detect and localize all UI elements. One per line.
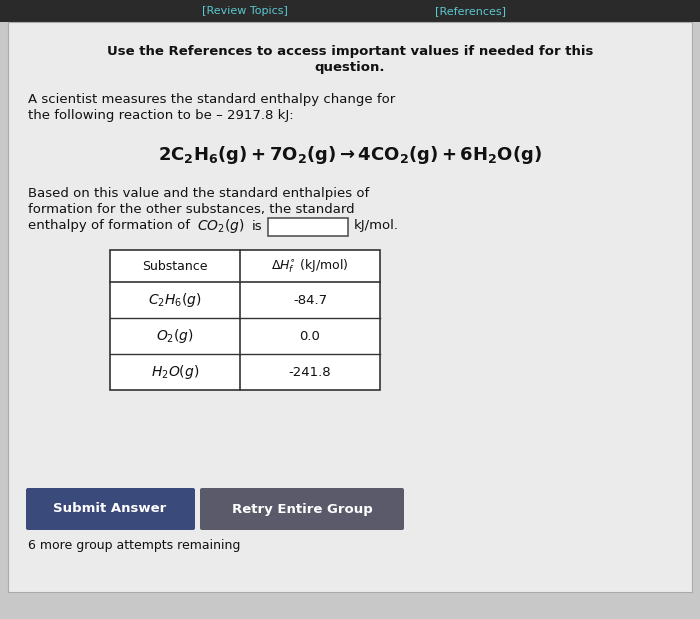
- Text: Based on this value and the standard enthalpies of: Based on this value and the standard ent…: [28, 186, 370, 199]
- Text: -84.7: -84.7: [293, 293, 327, 306]
- Text: $CO_2(g)$: $CO_2(g)$: [197, 217, 244, 235]
- Text: Use the References to access important values if needed for this: Use the References to access important v…: [107, 46, 593, 59]
- Text: kJ/mol.: kJ/mol.: [354, 220, 399, 233]
- Text: enthalpy of formation of: enthalpy of formation of: [28, 220, 190, 233]
- Text: is: is: [252, 220, 262, 233]
- FancyBboxPatch shape: [200, 488, 404, 530]
- Text: $H_2O(g)$: $H_2O(g)$: [150, 363, 200, 381]
- Text: $O_2(g)$: $O_2(g)$: [156, 327, 194, 345]
- Text: $C_2H_6(g)$: $C_2H_6(g)$: [148, 291, 202, 309]
- Text: question.: question.: [315, 61, 385, 74]
- Text: $\mathbf{2C_2H_6}$$\mathbf{(g) + 7O_2(g) \rightarrow 4CO_2(g) + 6H_2O(g)}$: $\mathbf{2C_2H_6}$$\mathbf{(g) + 7O_2(g)…: [158, 144, 542, 166]
- Text: Substance: Substance: [142, 259, 208, 272]
- Text: [Review Topics]: [Review Topics]: [202, 6, 288, 16]
- Text: the following reaction to be – 2917.8 kJ:: the following reaction to be – 2917.8 kJ…: [28, 110, 293, 123]
- Text: formation for the other substances, the standard: formation for the other substances, the …: [28, 202, 355, 215]
- Text: A scientist measures the standard enthalpy change for: A scientist measures the standard enthal…: [28, 93, 395, 106]
- Text: Submit Answer: Submit Answer: [53, 503, 167, 516]
- Text: Retry Entire Group: Retry Entire Group: [232, 503, 372, 516]
- FancyBboxPatch shape: [26, 488, 195, 530]
- Text: 6 more group attempts remaining: 6 more group attempts remaining: [28, 539, 240, 552]
- Text: [References]: [References]: [435, 6, 505, 16]
- Bar: [268, 218, 348, 236]
- Text: $\Delta H_f^{\circ}$ (kJ/mol): $\Delta H_f^{\circ}$ (kJ/mol): [271, 258, 349, 275]
- Bar: [110, 250, 380, 390]
- Bar: [0, 0, 700, 22]
- Text: 0.0: 0.0: [300, 329, 321, 342]
- Text: -241.8: -241.8: [288, 365, 331, 378]
